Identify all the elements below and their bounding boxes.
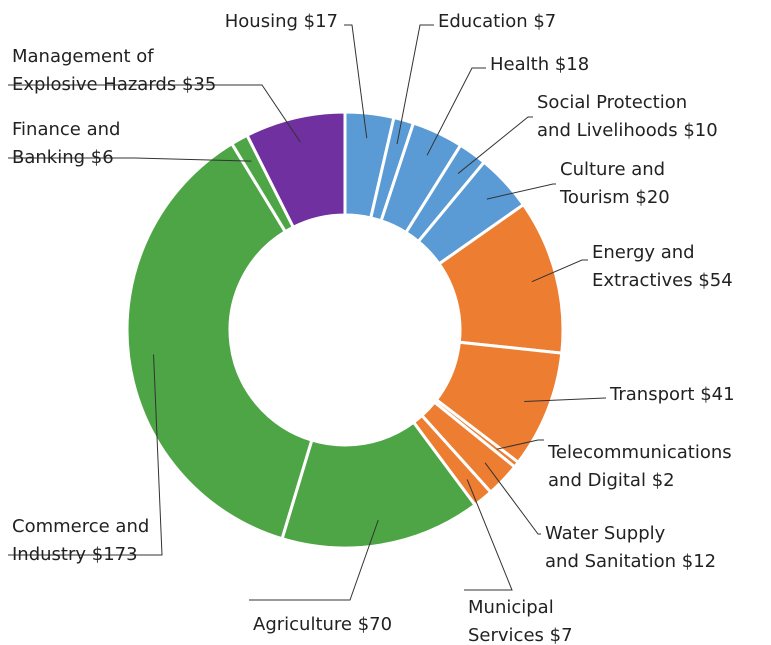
label-value: $35 [182, 74, 216, 95]
slice-label: Culture and [560, 159, 665, 180]
slice-label: Transport $41 [609, 384, 735, 405]
slice-label: Finance and [12, 119, 120, 140]
label-name: Explosive Hazards [12, 74, 176, 95]
label-value: $7 [550, 625, 573, 645]
label-name: Services [468, 625, 544, 645]
label-name: Extractives [592, 270, 693, 291]
slice-label: Housing $17 [225, 11, 338, 32]
slice-label: and Digital $2 [548, 470, 675, 491]
donut-slice [125, 141, 314, 541]
label-name: Social Protection [537, 92, 687, 113]
slice-label: Tourism $20 [559, 187, 670, 208]
leader-line [396, 24, 434, 145]
donut-slice [245, 110, 347, 230]
label-name: and Digital [548, 470, 646, 491]
slice-label: Industry $173 [12, 544, 138, 565]
label-name: Telecommunications [547, 442, 732, 463]
slice-label: Agriculture $70 [253, 614, 392, 635]
label-name: Energy and [592, 242, 695, 263]
label-name: Industry [12, 544, 86, 565]
donut-slice [280, 420, 478, 550]
slice-label: Water Supply [545, 523, 666, 544]
label-name: and Livelihoods [537, 120, 678, 141]
slice-label: and Sanitation $12 [545, 551, 716, 572]
label-name: Finance and [12, 119, 120, 140]
label-value: $12 [682, 551, 716, 572]
leader-line [344, 24, 368, 139]
leader-line [486, 183, 556, 200]
label-name: and Sanitation [545, 551, 676, 572]
label-name: Commerce and [12, 516, 149, 537]
slice-label: Telecommunications [547, 442, 732, 463]
slice-label: and Livelihoods $10 [537, 120, 718, 141]
label-name: Health [490, 54, 549, 75]
leader-line [531, 259, 588, 283]
slice-label: Social Protection [537, 92, 687, 113]
label-name: Tourism [559, 187, 630, 208]
label-value: $18 [555, 54, 589, 75]
label-value: $20 [635, 187, 669, 208]
label-value: $7 [533, 11, 556, 32]
label-value: $17 [304, 11, 338, 32]
label-name: Culture and [560, 159, 665, 180]
leader-line [524, 397, 606, 402]
label-name: Agriculture [253, 614, 352, 635]
label-name: Transport [609, 384, 694, 405]
leader-line [8, 84, 301, 143]
leader-line [249, 519, 379, 601]
slice-label: Banking $6 [12, 147, 114, 168]
slice-label: Explosive Hazards $35 [12, 74, 216, 95]
label-name: Banking [12, 147, 85, 168]
label-name: Water Supply [545, 523, 666, 544]
leader-line [426, 67, 486, 156]
slice-label: Extractives $54 [592, 270, 733, 291]
leader-line [484, 462, 541, 535]
leader-line [8, 354, 163, 556]
label-value: $41 [700, 384, 734, 405]
label-value: $54 [698, 270, 732, 291]
leader-line [457, 116, 533, 174]
label-value: $2 [652, 470, 675, 491]
label-value: $6 [91, 147, 114, 168]
label-name: Housing [225, 11, 298, 32]
leader-line [496, 439, 544, 450]
slice-label: Management of [12, 46, 154, 67]
label-name: Education [438, 11, 528, 32]
slice-label: Health $18 [490, 54, 589, 75]
slice-label: Energy and [592, 242, 695, 263]
label-name: Municipal [468, 597, 554, 618]
slice-label: Services $7 [468, 625, 573, 645]
label-value: $70 [358, 614, 392, 635]
leader-line [8, 157, 252, 162]
label-value: $10 [683, 120, 717, 141]
slice-label: Municipal [468, 597, 554, 618]
slice-label: Education $7 [438, 11, 556, 32]
label-name: Management of [12, 46, 154, 67]
label-value: $173 [92, 544, 138, 565]
leader-line [464, 479, 513, 591]
slice-label: Commerce and [12, 516, 149, 537]
